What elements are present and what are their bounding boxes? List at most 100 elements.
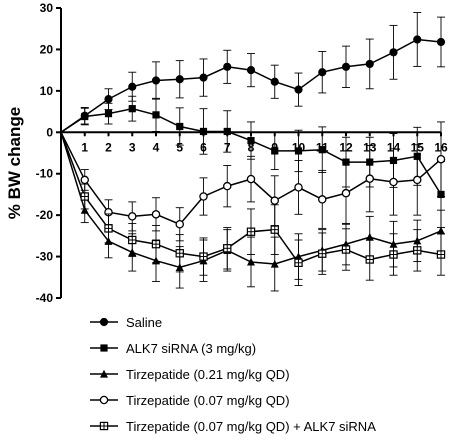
legend: Saline ALK7 siRNA (3 mg/kg) Tirzepatide (0…: [90, 315, 376, 434]
marker-shape: [80, 205, 89, 214]
marker-shape: [175, 220, 184, 229]
data-point: [104, 95, 113, 104]
marker-shape: [199, 127, 208, 136]
data-point: [247, 257, 255, 266]
data-point: [175, 220, 184, 229]
marker-shape: [151, 210, 161, 219]
y-tick-label: -40: [36, 291, 54, 305]
data-point: [127, 212, 137, 221]
marker-shape: [246, 66, 256, 75]
marker-shape: [412, 175, 422, 185]
marker-shape: [247, 257, 255, 266]
data-point: [246, 174, 256, 184]
data-point: [365, 255, 374, 264]
data-point: [271, 147, 279, 155]
data-point: [389, 250, 398, 259]
data-point: [246, 66, 256, 75]
data-point: [175, 249, 184, 258]
legend-marker: [100, 344, 108, 352]
x-tick-label: 3: [129, 140, 136, 154]
marker-shape: [128, 82, 137, 91]
data-point: [318, 249, 327, 258]
legend-label: Saline: [126, 315, 162, 330]
marker-shape: [317, 195, 327, 204]
data-point: [223, 127, 231, 136]
data-point: [222, 181, 232, 191]
x-tick-label: 2: [105, 140, 112, 154]
legend-marker: [100, 369, 108, 378]
marker-shape: [318, 68, 327, 77]
x-tick-label: 1: [81, 140, 88, 154]
data-point: [294, 183, 303, 192]
data-point: [437, 226, 445, 235]
marker-shape: [389, 177, 398, 187]
data-point: [413, 35, 422, 44]
series-5: [60, 132, 446, 287]
marker-shape: [436, 37, 446, 47]
legend-label: Tirzepatide (0.07 mg/kg QD) + ALK7 siRNA: [126, 419, 376, 434]
data-point: [270, 259, 279, 268]
marker-shape: [270, 77, 279, 86]
data-point: [128, 105, 136, 113]
data-point: [270, 77, 279, 86]
marker-shape: [151, 76, 161, 85]
marker-shape: [341, 188, 351, 198]
data-point: [199, 252, 208, 261]
data-point: [223, 62, 232, 71]
marker-shape: [104, 95, 113, 104]
y-tick-label: 10: [40, 84, 54, 98]
marker-shape: [270, 196, 279, 205]
marker-shape: [199, 73, 208, 82]
marker-shape: [81, 112, 89, 121]
marker-shape: [100, 369, 108, 378]
y-tick-label: 30: [40, 1, 54, 15]
y-tick-label: 0: [46, 125, 53, 139]
data-point: [365, 59, 374, 69]
data-point: [104, 110, 113, 118]
marker-shape: [413, 35, 422, 44]
data-point: [80, 175, 90, 185]
marker-shape: [176, 122, 184, 131]
legend-label: Tirzepatide (0.07 mg/kg QD): [126, 393, 290, 408]
legend-marker: [99, 421, 109, 431]
marker-shape: [294, 183, 303, 192]
marker-shape: [152, 111, 160, 119]
data-point: [436, 37, 446, 47]
series-2: [60, 95, 445, 229]
series-layer: [60, 12, 446, 292]
legend-label: Tirzepatide (0.21 mg/kg QD): [126, 367, 290, 382]
data-point: [270, 225, 279, 234]
data-point: [247, 136, 255, 145]
data-point: [199, 127, 208, 136]
y-tick-label: -10: [36, 167, 54, 181]
x-tick-label: 5: [176, 140, 183, 154]
legend-item-2: ALK7 siRNA (3 mg/kg): [90, 341, 256, 356]
data-point: [81, 112, 89, 121]
data-point: [151, 210, 161, 219]
data-point: [318, 146, 326, 154]
data-point: [389, 177, 398, 187]
marker-shape: [246, 174, 256, 184]
marker-shape: [294, 85, 303, 94]
y-tick-label: 20: [40, 42, 54, 56]
data-point: [413, 246, 422, 255]
data-point: [223, 244, 232, 253]
marker-shape: [270, 259, 279, 268]
marker-shape: [271, 147, 279, 155]
data-point: [412, 175, 422, 185]
data-point: [246, 227, 256, 236]
legend-item-4: Tirzepatide (0.07 mg/kg QD): [90, 393, 290, 408]
marker-shape: [222, 181, 232, 191]
data-point: [341, 188, 351, 198]
data-point: [436, 250, 446, 259]
data-point: [341, 62, 351, 71]
marker-shape: [99, 395, 109, 405]
legend-label: ALK7 siRNA (3 mg/kg): [126, 341, 256, 356]
data-point: [199, 192, 208, 201]
marker-shape: [128, 105, 136, 113]
data-point: [294, 147, 303, 155]
marker-shape: [365, 174, 374, 183]
data-point: [175, 75, 184, 84]
data-point: [389, 48, 398, 57]
